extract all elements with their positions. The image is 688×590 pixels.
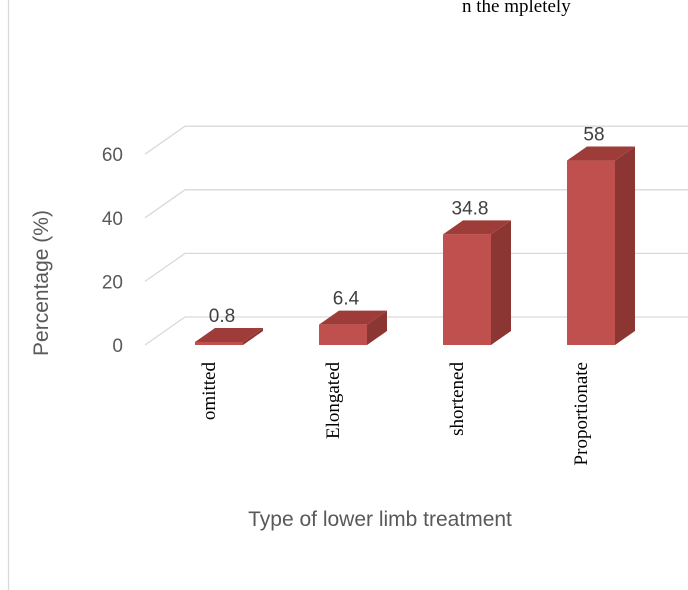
x-axis-title: Type of lower limb treatment: [248, 508, 512, 531]
bar-front: [443, 234, 491, 345]
bar-top: [195, 328, 263, 342]
bar-top: [567, 146, 635, 161]
bar-side: [491, 220, 511, 345]
y-tick-label: 40: [102, 209, 123, 230]
gridline: [144, 316, 688, 346]
data-labels: 0.8 6.4 34.8 58: [209, 125, 605, 327]
data-label: 58: [583, 125, 604, 146]
bar-top: [319, 310, 387, 325]
bar-front: [567, 160, 615, 345]
bar: [319, 310, 387, 345]
data-label: 6.4: [333, 289, 360, 310]
gridline: [144, 252, 688, 282]
gridline: [144, 189, 688, 219]
data-label: 0.8: [209, 306, 235, 327]
bar-top: [443, 220, 511, 235]
y-tick-label: 60: [102, 145, 123, 166]
category-label: omitted: [199, 362, 220, 421]
category-label: shortened: [447, 362, 468, 436]
category-label: Elongated: [323, 362, 344, 440]
data-label: 34.8: [452, 198, 489, 219]
y-tick-label: 0: [112, 336, 123, 357]
bar-front: [319, 324, 367, 345]
bars: [195, 146, 635, 345]
category-labels: omitted Elongated shortened Proportionate: [199, 362, 592, 466]
category-label: Proportionate: [571, 362, 592, 465]
gridlines: [144, 125, 688, 346]
bar-side: [243, 328, 263, 345]
bar-front: [195, 342, 243, 345]
bar: [195, 328, 263, 345]
bar-side: [615, 146, 635, 345]
bar-side: [367, 310, 387, 345]
y-axis-title: Percentage (%): [30, 210, 53, 356]
bar: [443, 220, 511, 345]
y-tick-labels: 0 20 40 60: [102, 145, 123, 357]
bar: [567, 146, 635, 345]
header-fragment: n the mpletely: [462, 0, 571, 17]
gridline: [144, 125, 688, 155]
y-tick-label: 20: [102, 272, 123, 293]
